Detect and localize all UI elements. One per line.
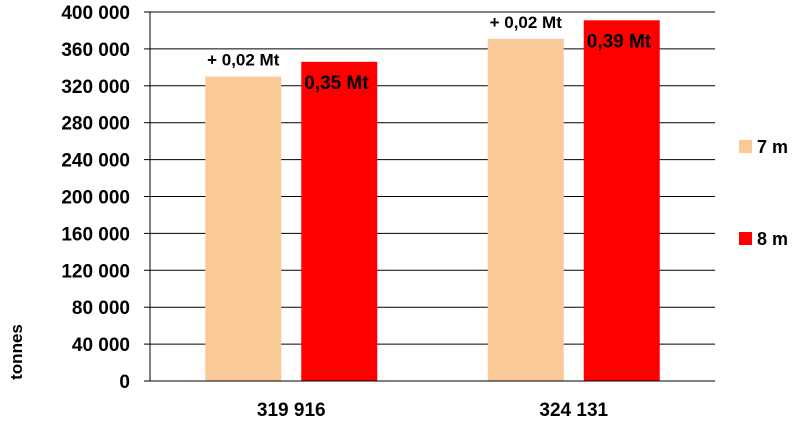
y-tick-label: 160 000 [61,224,130,245]
legend-swatch-8m [739,232,752,245]
bar-8m-2 [583,20,660,382]
y-tick-labels: 0 40 000 80 000 120 000 160 000 200 000 240 00… [61,3,150,393]
y-tick-label: 360 000 [61,40,130,61]
y-tick-label: 120 000 [61,261,130,282]
y-axis-label: tonnes [7,324,26,380]
legend-swatch-7m [739,140,752,153]
bar-7m-1 [205,76,282,381]
y-tick-label: 240 000 [61,151,130,172]
legend-label-8m: 8 m [757,229,788,249]
x-tick-label: 324 131 [539,400,608,421]
bars [205,20,660,382]
x-tick-label: 319 916 [257,400,326,421]
annotation-7m: + 0,02 Mt [207,51,280,70]
y-tick-label: 400 000 [61,3,130,24]
bar-8m-1 [301,61,378,381]
y-tick-label: 320 000 [61,77,130,98]
annotation-8m: 0,35 Mt [304,73,369,94]
bar-annotations: + 0,02 Mt 0,35 Mt + 0,02 Mt 0,39 Mt [207,13,652,94]
y-tick-label: 280 000 [61,114,130,135]
annotation-8m: 0,39 Mt [587,31,652,52]
y-tick-label: 80 000 [72,298,130,319]
legend-label-7m: 7 m [757,137,788,157]
y-tick-label: 40 000 [72,335,130,356]
x-tick-labels: 319 916 324 131 [257,400,609,421]
annotation-7m: + 0,02 Mt [490,13,563,32]
y-tick-label: 200 000 [61,188,130,209]
y-tick-label: 0 [119,372,130,393]
bar-7m-2 [487,38,564,381]
legend: 7 m 8 m [739,137,788,249]
